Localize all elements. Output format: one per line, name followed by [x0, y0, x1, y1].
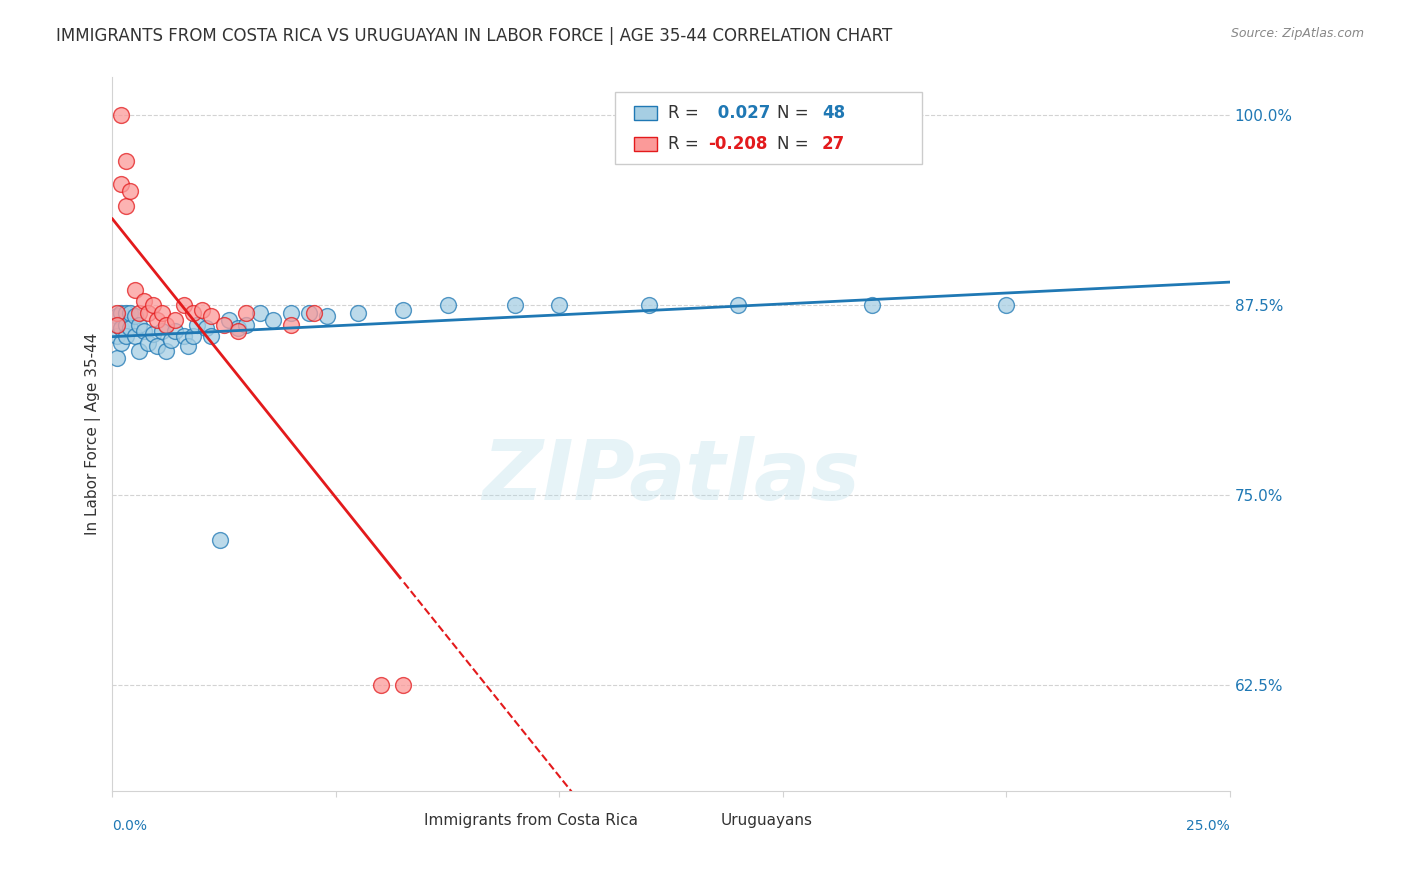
- Point: [142, 326, 165, 341]
- Point: [503, 298, 526, 312]
- Point: [548, 298, 571, 312]
- Text: 48: 48: [823, 104, 845, 122]
- FancyBboxPatch shape: [387, 814, 411, 827]
- Text: R =: R =: [668, 135, 704, 153]
- FancyBboxPatch shape: [616, 92, 922, 164]
- Point: [186, 318, 208, 332]
- Point: [114, 306, 136, 320]
- Text: N =: N =: [778, 135, 814, 153]
- Point: [105, 328, 128, 343]
- Point: [235, 306, 257, 320]
- Point: [208, 533, 231, 548]
- Point: [132, 324, 155, 338]
- Point: [392, 302, 415, 317]
- Point: [181, 306, 204, 320]
- Point: [146, 313, 169, 327]
- Point: [120, 321, 142, 335]
- Point: [163, 324, 186, 338]
- Y-axis label: In Labor Force | Age 35-44: In Labor Force | Age 35-44: [86, 333, 101, 535]
- Text: -0.208: -0.208: [709, 135, 768, 153]
- Point: [105, 318, 128, 332]
- Text: Uruguayans: Uruguayans: [720, 813, 813, 828]
- Point: [249, 306, 271, 320]
- Point: [155, 318, 177, 332]
- Point: [436, 298, 458, 312]
- Point: [124, 328, 146, 343]
- Text: ZIPatlas: ZIPatlas: [482, 436, 860, 517]
- Text: 25.0%: 25.0%: [1187, 820, 1230, 833]
- Point: [200, 328, 222, 343]
- Point: [146, 339, 169, 353]
- Point: [195, 321, 218, 335]
- Point: [860, 298, 883, 312]
- Text: 0.027: 0.027: [713, 104, 770, 122]
- Point: [280, 306, 302, 320]
- Point: [114, 153, 136, 168]
- Point: [173, 298, 195, 312]
- Point: [155, 343, 177, 358]
- Point: [105, 309, 128, 323]
- Point: [226, 324, 249, 338]
- Point: [177, 339, 200, 353]
- Point: [110, 108, 132, 122]
- Point: [132, 293, 155, 308]
- Point: [226, 321, 249, 335]
- Point: [136, 336, 159, 351]
- Point: [298, 306, 321, 320]
- Point: [995, 298, 1018, 312]
- Point: [212, 318, 235, 332]
- Point: [110, 177, 132, 191]
- Text: Immigrants from Costa Rica: Immigrants from Costa Rica: [425, 813, 638, 828]
- Point: [136, 306, 159, 320]
- FancyBboxPatch shape: [634, 106, 657, 120]
- Point: [347, 306, 370, 320]
- Point: [110, 321, 132, 335]
- Point: [316, 309, 339, 323]
- Point: [110, 306, 132, 320]
- Point: [159, 333, 181, 347]
- Point: [142, 298, 165, 312]
- Point: [262, 313, 284, 327]
- Point: [114, 199, 136, 213]
- Point: [173, 328, 195, 343]
- FancyBboxPatch shape: [682, 814, 707, 827]
- Point: [235, 318, 257, 332]
- Point: [128, 306, 150, 320]
- Text: N =: N =: [778, 104, 814, 122]
- Point: [163, 313, 186, 327]
- Point: [105, 318, 128, 332]
- Point: [124, 283, 146, 297]
- Point: [128, 343, 150, 358]
- Text: R =: R =: [668, 104, 704, 122]
- Point: [181, 328, 204, 343]
- Point: [105, 306, 128, 320]
- Point: [120, 184, 142, 198]
- Point: [150, 324, 173, 338]
- Point: [114, 318, 136, 332]
- Point: [200, 309, 222, 323]
- Point: [105, 351, 128, 366]
- FancyBboxPatch shape: [634, 136, 657, 151]
- Point: [124, 309, 146, 323]
- Point: [218, 313, 240, 327]
- Point: [637, 298, 659, 312]
- Point: [114, 328, 136, 343]
- Point: [191, 302, 214, 317]
- Text: 27: 27: [823, 135, 845, 153]
- Point: [302, 306, 325, 320]
- Point: [370, 678, 392, 692]
- Point: [727, 298, 749, 312]
- Point: [128, 318, 150, 332]
- Point: [150, 306, 173, 320]
- Point: [280, 318, 302, 332]
- Text: Source: ZipAtlas.com: Source: ZipAtlas.com: [1230, 27, 1364, 40]
- Text: IMMIGRANTS FROM COSTA RICA VS URUGUAYAN IN LABOR FORCE | AGE 35-44 CORRELATION C: IMMIGRANTS FROM COSTA RICA VS URUGUAYAN …: [56, 27, 893, 45]
- Point: [392, 678, 415, 692]
- Text: 0.0%: 0.0%: [112, 820, 148, 833]
- Point: [120, 306, 142, 320]
- Point: [110, 336, 132, 351]
